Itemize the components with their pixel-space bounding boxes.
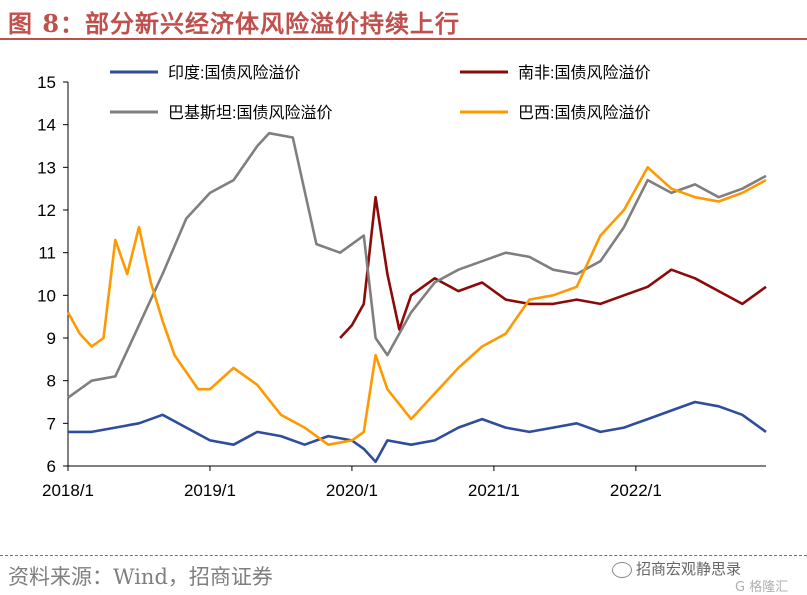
y-tick-label: 14 xyxy=(37,116,56,135)
page-title: 图 8：部分新兴经济体风险溢价持续上行 xyxy=(8,9,461,38)
legend-label-turkey: 巴基斯坦:国债风险溢价 xyxy=(168,104,332,122)
line-chart: 6 7 8 9 10 11 12 13 14 15 2018/1 2019/1 2020/1 2021/1… xyxy=(0,42,807,552)
legend-label-india: 印度:国债风险溢价 xyxy=(168,64,300,82)
y-tick-label: 12 xyxy=(37,201,56,220)
series-line-south_africa xyxy=(339,195,767,339)
y-tick-label: 10 xyxy=(37,286,56,305)
brand-text: 招商宏观静思录 xyxy=(636,560,742,578)
x-tick-label: 2022/1 xyxy=(610,481,662,500)
y-tick-label: 11 xyxy=(38,244,56,263)
x-tick-label: 2019/1 xyxy=(184,481,236,500)
legend-label-south_africa: 南非:国债风险溢价 xyxy=(518,64,650,82)
wechat-icon xyxy=(612,561,632,578)
legend-label-brazil: 巴西:国债风险溢价 xyxy=(518,104,650,122)
y-tick-label: 6 xyxy=(47,457,56,476)
y-tick-label: 13 xyxy=(37,158,56,177)
title-divider xyxy=(0,38,807,40)
x-tick-label: 2018/1 xyxy=(42,481,94,500)
y-tick-label: 8 xyxy=(47,372,56,391)
series-line-brazil xyxy=(66,166,767,447)
y-tick-label: 15 xyxy=(37,73,56,92)
series-line-india xyxy=(68,400,767,464)
chart-svg: 6 7 8 9 10 11 12 13 14 15 2018/1 2019/1 2020/1 2021/1… xyxy=(37,64,767,500)
brand-label: 招商宏观静思录 xyxy=(612,558,741,579)
y-tick-label: 7 xyxy=(47,414,56,433)
footer-divider xyxy=(0,555,807,556)
series-line-turkey xyxy=(67,131,767,399)
y-tick-label: 9 xyxy=(47,329,56,348)
x-tick-label: 2021/1 xyxy=(468,481,520,500)
source-note: 资料来源：Wind，招商证券 xyxy=(8,565,273,589)
watermark: G 格隆汇 xyxy=(735,580,789,595)
x-tick-label: 2020/1 xyxy=(326,481,378,500)
